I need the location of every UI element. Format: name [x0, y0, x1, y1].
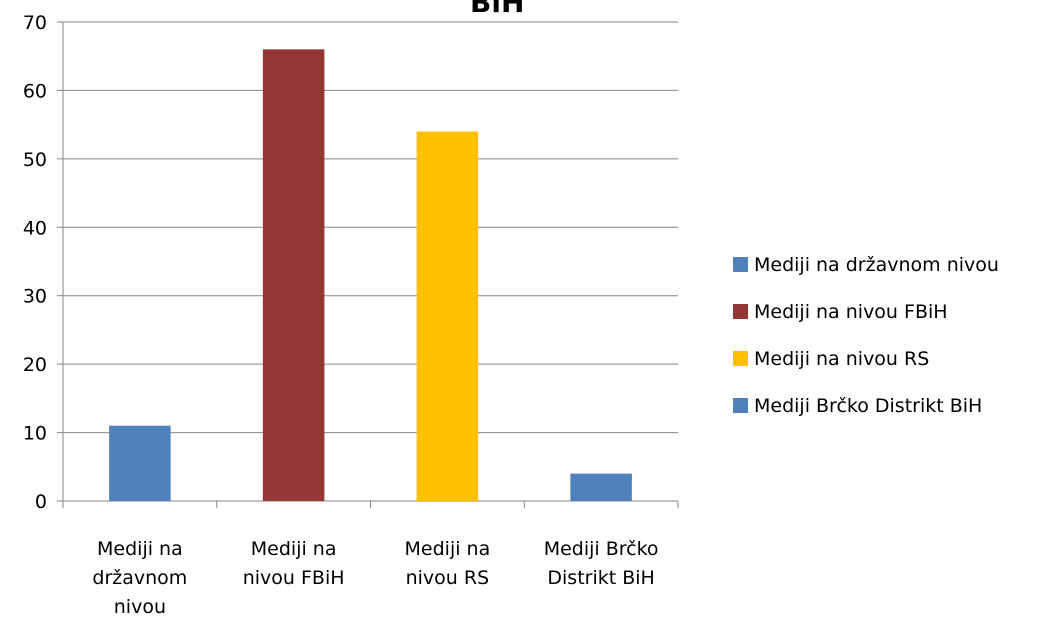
- legend-label: Mediji na nivou RS: [754, 347, 930, 370]
- legend-label: Mediji na državnom nivou: [754, 253, 999, 276]
- legend-item-drzavni: Mediji na državnom nivou: [733, 252, 1033, 277]
- bar: [262, 49, 325, 501]
- legend-item-brcko: Mediji Brčko Distrikt BiH: [733, 393, 1033, 418]
- y-tick-label: 20: [23, 354, 47, 376]
- x-tick-label: Mediji na nivou RS: [405, 538, 491, 589]
- chart-title: BiH: [470, 0, 525, 19]
- y-tick-label: 70: [23, 12, 47, 34]
- legend-swatch: [733, 398, 748, 413]
- bar: [416, 131, 479, 501]
- legend: Mediji na državnom nivou Mediji na nivou…: [733, 252, 1033, 440]
- legend-item-rs: Mediji na nivou RS: [733, 346, 1033, 371]
- x-tick-label: Mediji Brčko Distrikt BiH: [544, 538, 659, 589]
- y-tick-label: 60: [23, 80, 47, 102]
- legend-swatch: [733, 304, 748, 319]
- y-tick-label: 30: [23, 286, 47, 308]
- y-tick-label: 40: [23, 217, 47, 239]
- legend-label: Mediji na nivou FBiH: [754, 300, 948, 323]
- bar: [109, 425, 171, 501]
- x-tick-label: Mediji na nivou FBiH: [243, 538, 345, 589]
- legend-swatch: [733, 351, 748, 366]
- bar: [570, 473, 632, 501]
- x-tick-label: Mediji na državnom nivou: [92, 538, 187, 618]
- y-tick-label: 10: [23, 423, 47, 445]
- legend-item-fbih: Mediji na nivou FBiH: [733, 299, 1033, 324]
- legend-label: Mediji Brčko Distrikt BiH: [754, 394, 983, 417]
- y-tick-label: 50: [23, 149, 47, 171]
- legend-swatch: [733, 257, 748, 272]
- y-tick-label: 0: [35, 491, 47, 513]
